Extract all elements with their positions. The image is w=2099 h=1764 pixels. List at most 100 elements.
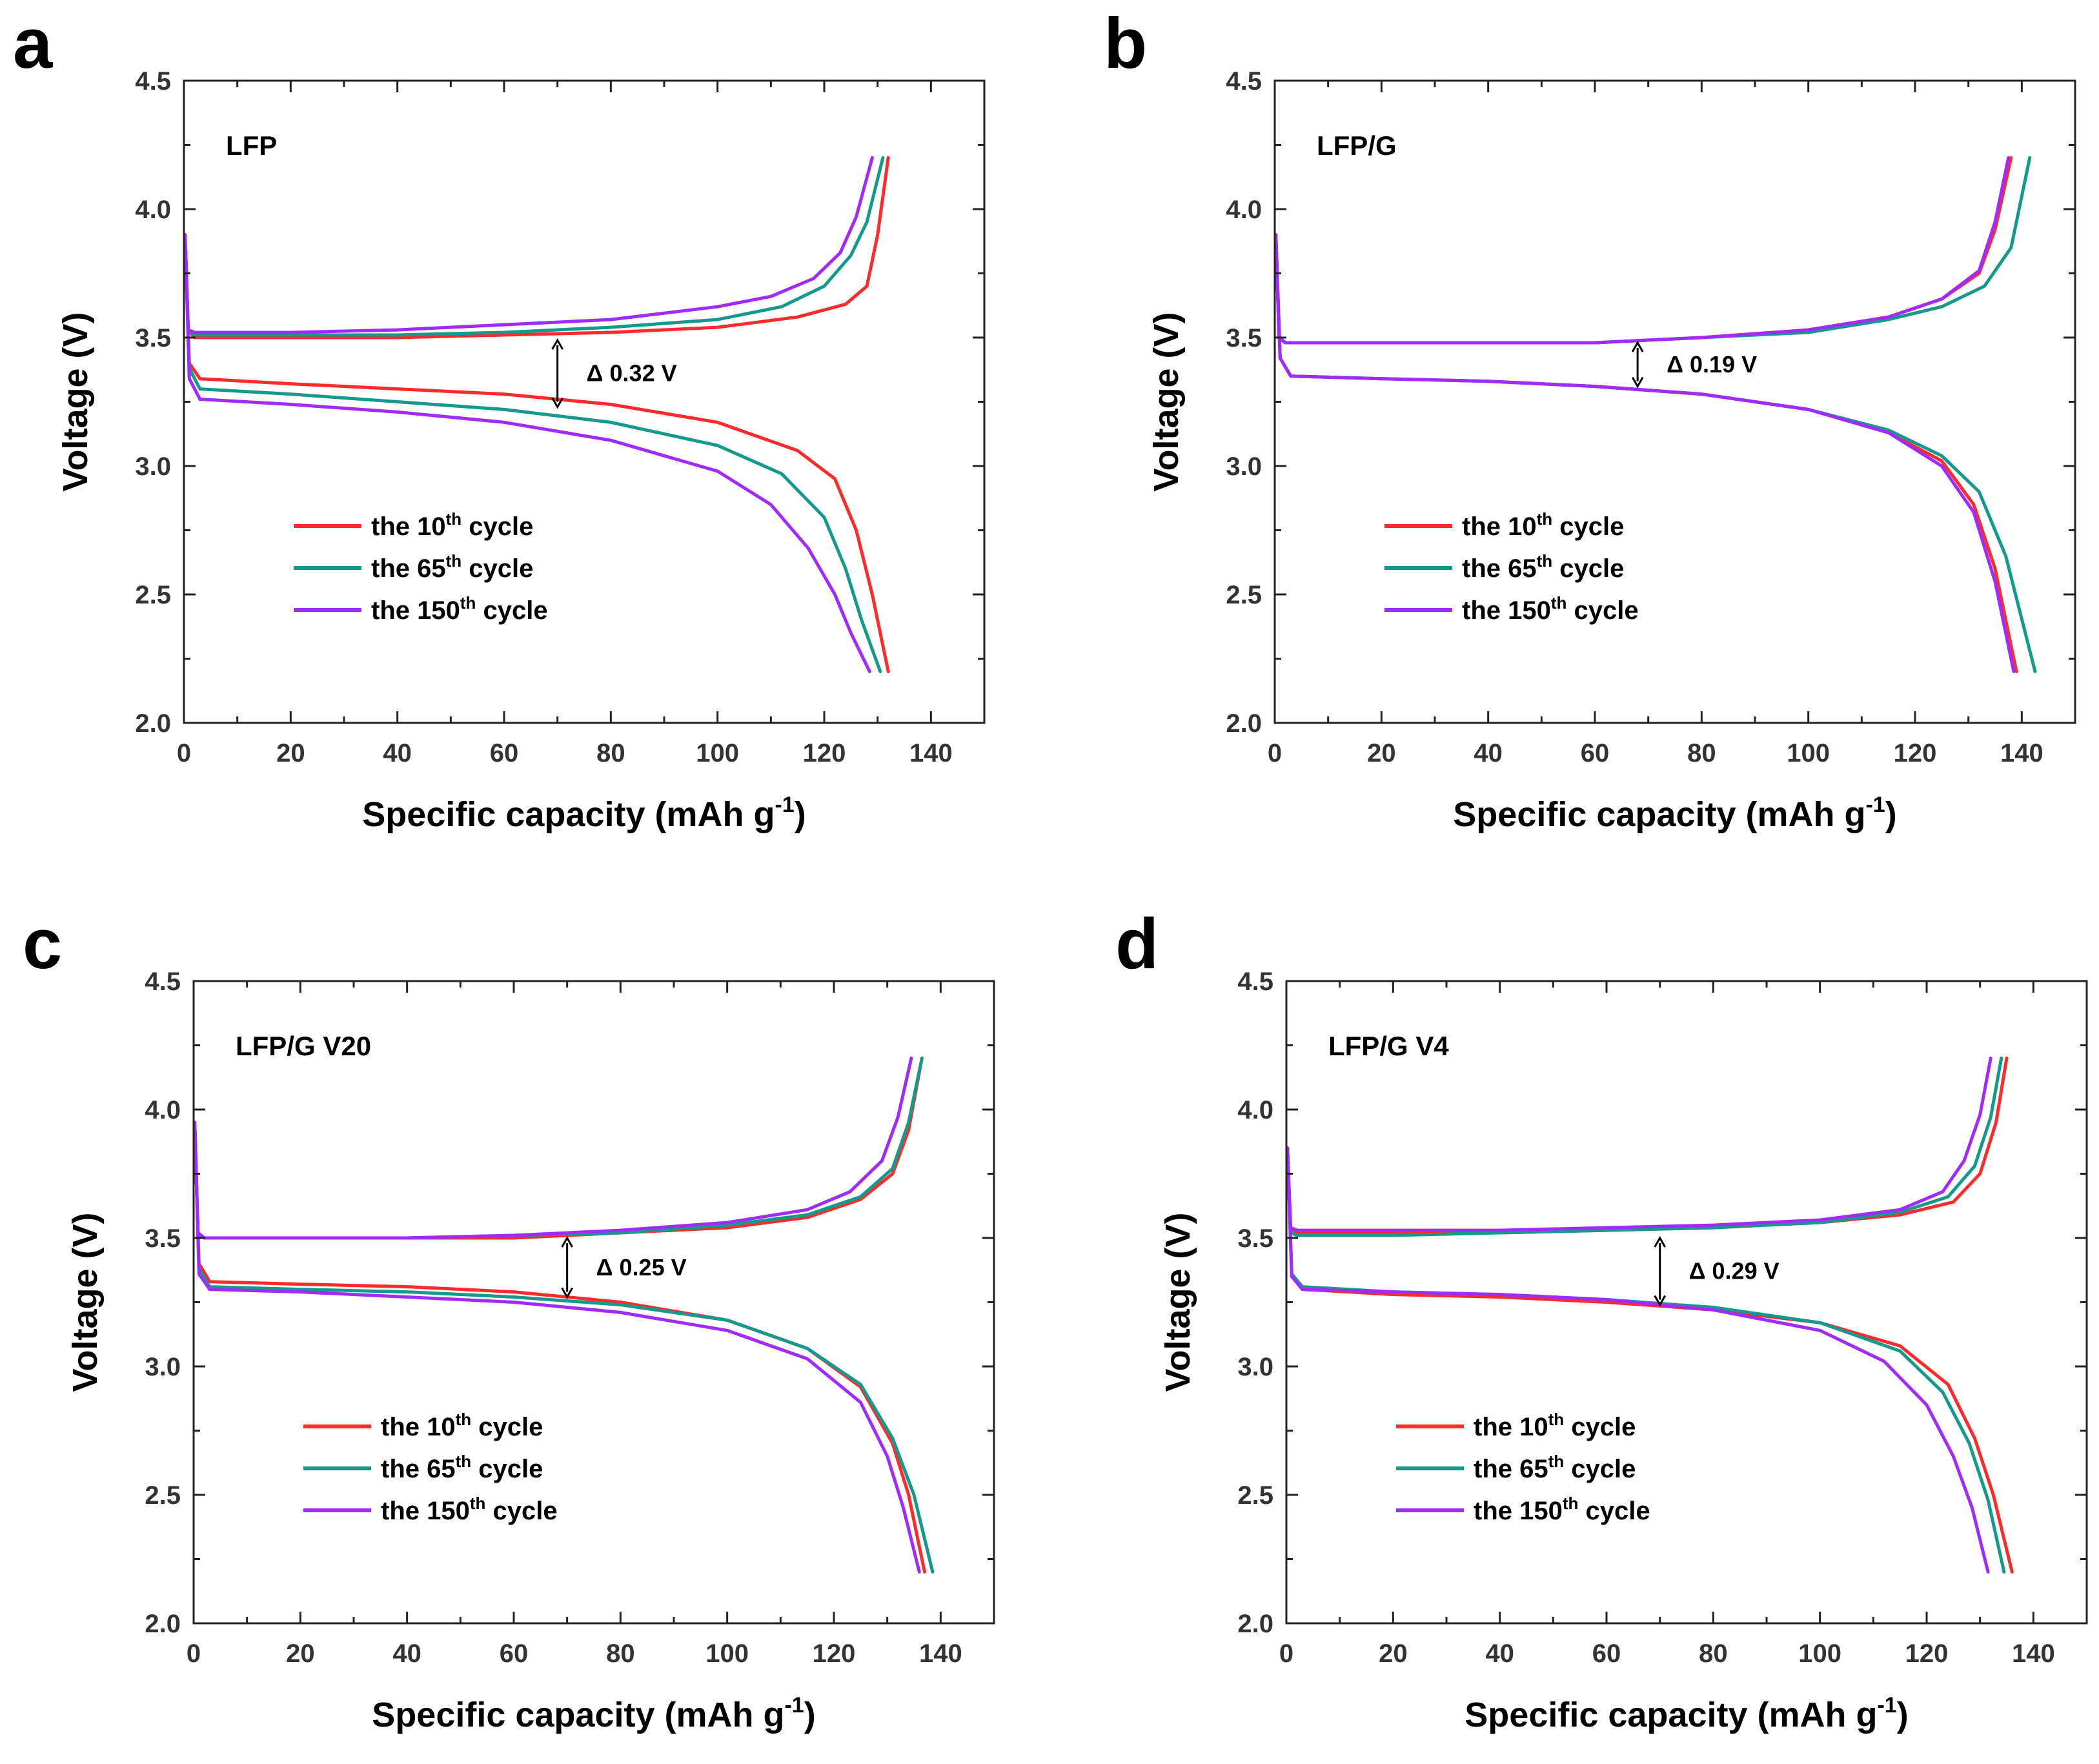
panel-letter: d	[1115, 904, 1159, 984]
x-axis-title-main: Specific capacity (mAh g	[1453, 795, 1865, 834]
series-1-discharge-line	[193, 1120, 926, 1574]
legend-label-superscript: th	[446, 551, 462, 571]
y-tick-label: 3.0	[1226, 452, 1262, 481]
x-tick-label: 80	[1687, 739, 1716, 767]
x-tick-label: 100	[705, 1639, 749, 1668]
x-axis: 0 20 40 60 80 100 120 140	[177, 81, 953, 767]
y-tick-label: 2.0	[145, 1610, 181, 1638]
series-2-charge-line	[1286, 1056, 2003, 1237]
legend-label-prefix: the 10	[381, 1413, 456, 1441]
series-3-discharge-line	[1286, 1146, 1990, 1574]
y-axis-title: Voltage (V)	[56, 312, 95, 491]
x-tick-label: 80	[596, 739, 625, 767]
y-tick-label: 4.5	[135, 67, 171, 96]
x-tick-label: 0	[1268, 739, 1282, 767]
y-axis: 2.0 2.5 3.0 3.5 4.0 4.5	[1237, 968, 2087, 1638]
x-tick-label: 40	[392, 1639, 421, 1668]
annotation-arrowhead-up	[1631, 340, 1644, 352]
y-tick-label: 2.0	[135, 709, 171, 738]
delta-annotation: Δ 0.29 V	[1654, 1235, 1780, 1307]
legend-label-1: the 10th cycle	[1474, 1410, 1636, 1441]
x-tick-label: 60	[1581, 739, 1610, 767]
y-tick-label: 4.5	[1226, 67, 1262, 96]
legend-label-superscript: th	[1537, 551, 1553, 571]
x-tick-label: 120	[1894, 739, 1937, 767]
legend-label-1: the 10th cycle	[1462, 509, 1624, 541]
legend-label-superscript: th	[456, 1452, 472, 1471]
chart-panel-d: d 0 20 40 60 80 100 120 140 2.0 2.5 3.0 3.5 4.0 4.5 Spe…	[1115, 904, 2088, 1734]
legend-label-suffix: cycle	[1552, 512, 1624, 541]
x-tick-label: 140	[2000, 739, 2043, 767]
sample-label: LFP/G V20	[236, 1031, 371, 1061]
delta-annotation: Δ 0.25 V	[561, 1235, 687, 1299]
legend-label-superscript: th	[1551, 593, 1567, 613]
legend-label-3: the 150th cycle	[1462, 593, 1639, 625]
x-tick-label: 20	[276, 739, 305, 767]
x-tick-label: 80	[606, 1639, 635, 1668]
legend-label-3: the 150th cycle	[381, 1494, 558, 1525]
x-axis-title-superscript: -1	[775, 793, 794, 817]
x-tick-label: 40	[1485, 1639, 1514, 1668]
legend-label-1: the 10th cycle	[371, 509, 533, 541]
y-axis-title: Voltage (V)	[66, 1212, 105, 1392]
y-tick-label: 3.5	[1237, 1224, 1273, 1253]
chart-panel-a: a 0 20 40 60 80 100 120 140 2.0 2.5 3.0 3.5 4.0 4.5 Spe…	[13, 4, 986, 834]
legend-label-suffix: cycle	[461, 512, 533, 541]
x-axis-title: Specific capacity (mAh g-1)	[362, 793, 806, 834]
legend-label-prefix: the 65	[371, 554, 446, 583]
y-axis: 2.0 2.5 3.0 3.5 4.0 4.5	[135, 67, 984, 738]
legend-label-suffix: cycle	[485, 1497, 557, 1525]
legend-label-superscript: th	[460, 593, 476, 613]
legend-label-2: the 65th cycle	[381, 1452, 543, 1483]
x-axis-title-end: )	[795, 795, 806, 834]
y-tick-label: 2.0	[1237, 1610, 1273, 1638]
x-axis-title-main: Specific capacity (mAh g	[372, 1696, 784, 1734]
legend-label-suffix: cycle	[471, 1413, 543, 1441]
x-axis: 0 20 40 60 80 100 120 140	[1268, 81, 2043, 767]
annotation-arrowhead-up	[551, 338, 563, 350]
x-tick-label: 100	[696, 739, 739, 767]
x-tick-label: 40	[383, 739, 412, 767]
x-tick-label: 40	[1474, 739, 1503, 767]
series-3-charge-line	[1286, 1056, 1993, 1232]
y-tick-label: 3.0	[135, 452, 171, 481]
legend-label-suffix: cycle	[1578, 1497, 1650, 1525]
x-tick-label: 20	[1379, 1639, 1408, 1668]
x-tick-label: 140	[2012, 1639, 2055, 1668]
series-3-charge-line	[1274, 156, 2011, 345]
x-tick-label: 60	[500, 1639, 529, 1668]
y-tick-label: 3.5	[135, 324, 171, 352]
legend-label-suffix: cycle	[1567, 596, 1638, 625]
legend-label-suffix: cycle	[1564, 1413, 1636, 1441]
series-1-discharge-line	[183, 233, 890, 673]
annotation-arrowhead-up	[561, 1235, 573, 1248]
x-tick-label: 20	[1367, 739, 1396, 767]
chart-panel-b: b 0 20 40 60 80 100 120 140 2.0 2.5 3.0 3.5 4.0 4.5 Spe…	[1104, 4, 2076, 834]
legend-label-suffix: cycle	[1552, 554, 1624, 583]
y-axis-title: Voltage (V)	[1147, 312, 1186, 491]
annotation-arrowhead-down	[561, 1287, 573, 1299]
legend-label-superscript: th	[1548, 1410, 1565, 1429]
series-3-discharge-line	[1274, 233, 2016, 673]
legend-label-prefix: the 150	[1462, 596, 1551, 625]
legend-label-superscript: th	[1563, 1494, 1579, 1513]
x-axis-title: Specific capacity (mAh g-1)	[1453, 793, 1896, 834]
legend-label-superscript: th	[456, 1410, 472, 1429]
panel-letter: b	[1104, 4, 1147, 83]
annotation-arrowhead-up	[1654, 1235, 1666, 1248]
legend-label-suffix: cycle	[476, 596, 547, 625]
legend-label-suffix: cycle	[471, 1455, 543, 1483]
legend-label-2: the 65th cycle	[1462, 551, 1624, 583]
sample-label: LFP/G	[1317, 130, 1397, 161]
y-tick-label: 4.0	[1226, 196, 1262, 224]
sample-label: LFP/G V4	[1328, 1031, 1449, 1061]
series-3-charge-line	[184, 156, 874, 334]
legend-label-prefix: the 65	[1474, 1455, 1548, 1483]
y-tick-label: 3.0	[1237, 1353, 1273, 1381]
annotation-text: Δ 0.32 V	[587, 360, 677, 387]
x-axis-title-main: Specific capacity (mAh g	[1465, 1696, 1877, 1734]
y-tick-label: 3.0	[145, 1353, 181, 1381]
